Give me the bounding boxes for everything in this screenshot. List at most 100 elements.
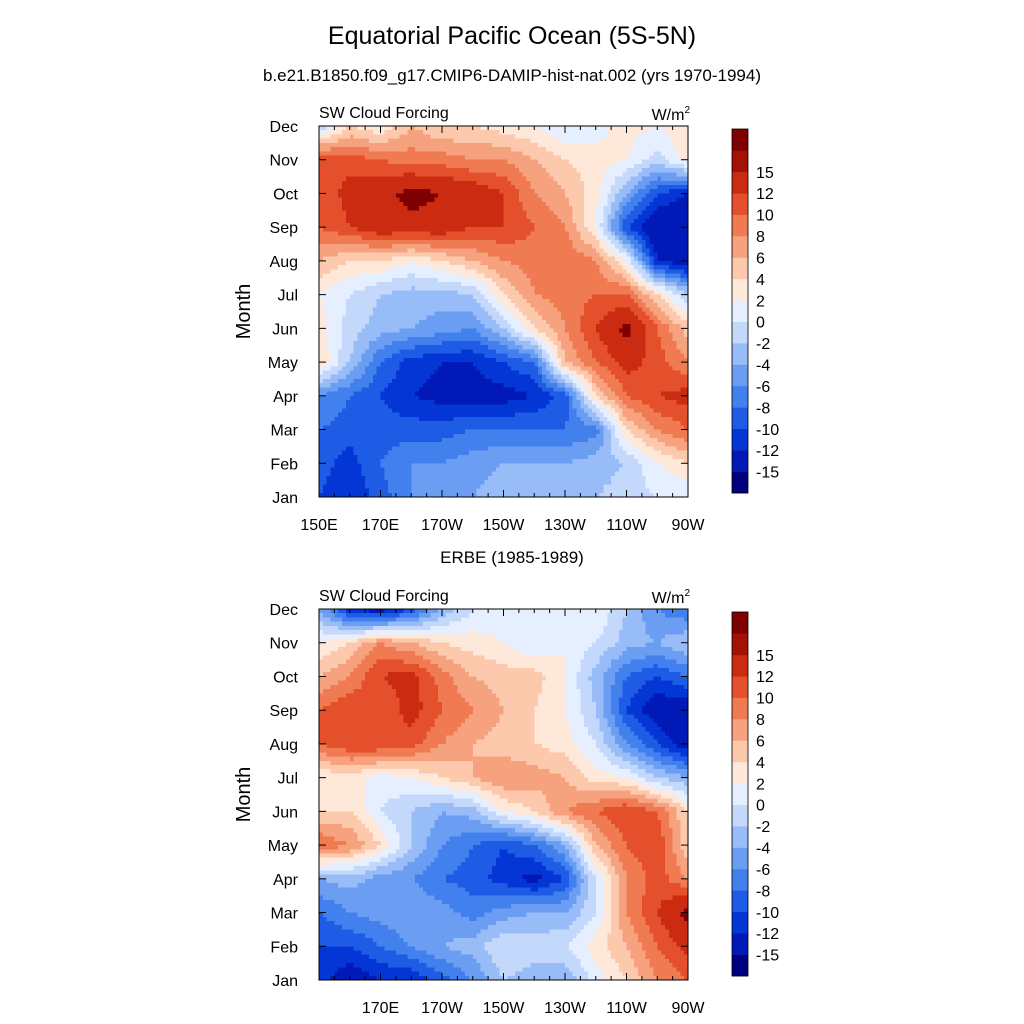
field-cell [326,290,332,296]
field-cell [461,319,466,325]
field-cell [534,341,539,346]
field-cell [641,126,647,131]
field-cell [411,281,416,287]
field-cell [376,286,382,292]
field-cell [572,324,578,329]
field-cell [322,197,328,203]
field-cell [545,256,551,262]
field-cell [503,134,508,140]
field-cell [515,307,520,313]
field-cell [538,294,543,300]
field-cell [626,218,631,224]
field-cell [499,231,505,237]
field-cell [599,134,605,140]
field-cell [565,319,570,325]
field-cell [664,176,670,182]
field-cell [338,193,343,199]
field-cell [445,328,451,334]
field-cell [557,155,562,161]
field-cell [522,239,528,245]
field-cell [434,218,439,224]
field-cell [453,328,458,334]
field-cell [576,298,581,304]
field-cell [361,303,366,308]
field-cell [334,176,339,182]
field-cell [672,248,678,254]
field-cell [684,239,689,245]
field-cell [395,231,401,237]
field-cell [330,277,335,283]
field-cell [491,189,497,195]
field-cell [595,180,601,186]
field-cell [638,210,643,216]
field-cell [465,277,470,283]
field-cell [426,231,432,237]
field-cell [626,155,631,161]
field-cell [664,222,670,228]
field-cell [384,235,389,241]
field-cell [572,126,578,131]
field-cell [668,315,674,321]
field-cell [511,193,516,199]
field-cell [368,311,374,317]
field-cell [334,142,339,148]
field-cell [591,193,597,199]
field-cell [626,231,631,237]
field-cell [657,277,662,283]
field-cell [349,210,355,216]
field-cell [572,332,578,338]
field-cell [368,269,374,275]
field-cell [449,193,455,199]
field-cell [461,172,466,178]
field-cell [380,172,385,178]
field-cell [372,231,378,237]
field-cell [553,130,558,136]
field-cell [468,307,474,313]
field-cell [491,303,497,308]
field-cell [380,218,385,224]
field-cell [549,138,555,144]
field-cell [580,201,585,207]
field-cell [676,311,681,317]
field-cell [599,315,605,321]
field-cell [630,172,635,178]
field-cell [549,248,555,254]
field-cell [603,189,608,195]
field-cell [438,286,443,292]
field-cell [599,126,605,131]
field-cell [584,319,589,325]
field-cell [399,155,405,161]
field-cell [453,189,458,195]
field-cell [638,328,643,334]
field-cell [664,277,670,283]
field-cell [518,201,524,207]
field-cell [664,159,670,165]
field-cell [545,273,551,279]
field-cell [672,172,678,178]
field-cell [641,218,647,224]
field-cell [645,324,651,329]
field-cell [549,151,555,157]
field-cell [338,138,343,144]
field-cell [411,248,416,254]
field-cell [565,142,570,148]
field-cell [591,130,597,136]
field-cell [395,315,401,321]
field-cell [503,260,508,266]
field-cell [395,201,401,207]
field-cell [368,163,374,169]
field-cell [488,286,493,292]
field-cell [576,260,581,266]
field-cell [357,315,362,321]
field-cell [676,151,681,157]
field-cell [353,231,359,237]
field-cell [415,151,420,157]
field-cell [584,336,589,342]
field-cell [384,231,389,237]
field-cell [365,147,370,152]
field-cell [430,244,435,249]
field-cell [449,172,455,178]
field-cell [676,206,681,211]
field-cell [426,142,432,148]
field-cell [530,290,535,296]
